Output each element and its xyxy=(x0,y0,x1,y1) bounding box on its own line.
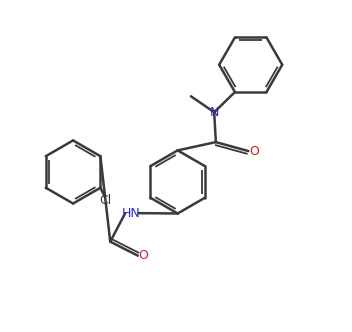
Text: Cl: Cl xyxy=(99,194,112,207)
Text: HN: HN xyxy=(122,207,140,220)
Text: N: N xyxy=(209,106,219,119)
Text: O: O xyxy=(139,249,149,262)
Text: O: O xyxy=(249,144,259,158)
